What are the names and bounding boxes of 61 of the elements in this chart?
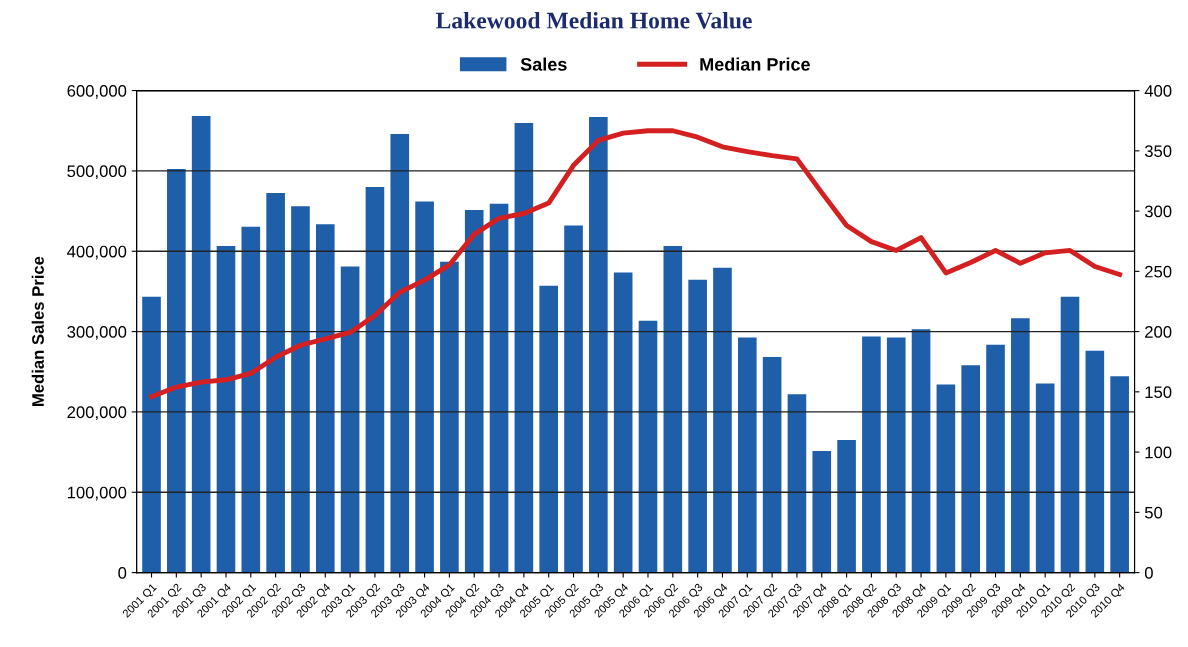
bar [1110, 376, 1129, 573]
bar [514, 123, 534, 573]
bar [142, 296, 161, 573]
bar [539, 285, 559, 573]
bar [365, 186, 385, 573]
bar [737, 337, 757, 573]
bar [936, 384, 956, 573]
bar [986, 344, 1005, 573]
y2-tick-label: 100 [1145, 446, 1172, 459]
bar [787, 394, 807, 573]
bar [1060, 296, 1080, 573]
bar [464, 209, 484, 573]
bar [762, 356, 782, 573]
y-tick-label: 100,000 [67, 486, 127, 501]
bar [167, 168, 186, 573]
bar [440, 261, 459, 573]
bar [589, 117, 608, 573]
bar [812, 450, 832, 573]
bar [688, 279, 707, 573]
bar [216, 246, 236, 573]
y-tick-label: 400,000 [67, 245, 127, 260]
bar [613, 272, 633, 573]
bar [340, 266, 360, 573]
y-tick-label: 300,000 [67, 325, 127, 340]
y2-tick-label: 200 [1145, 325, 1172, 338]
legend-label: Median Price [700, 57, 810, 71]
y2-tick-label: 400 [1144, 84, 1172, 97]
bar [489, 203, 509, 573]
y-tick-label: 200,000 [67, 406, 127, 421]
y2-tick-label: 0 [1144, 567, 1153, 579]
bar [564, 225, 583, 573]
y2-tick-label: 150 [1145, 386, 1172, 399]
chart-title: Lakewood Median Home Value [435, 11, 752, 29]
y2-tick-label: 50 [1144, 506, 1163, 519]
bar [291, 206, 310, 573]
bar [1035, 383, 1055, 573]
bar [390, 133, 410, 573]
bar [241, 226, 261, 573]
bar [713, 267, 732, 573]
bar [961, 365, 981, 573]
bar [315, 224, 335, 573]
y2-tick-label: 350 [1144, 145, 1172, 158]
bar [638, 320, 658, 573]
y-tick-label: 500,000 [67, 165, 127, 180]
bar [862, 336, 881, 573]
y-axis-title: Median Sales Price [31, 256, 44, 406]
bar [191, 115, 211, 573]
bar [266, 193, 285, 573]
bar [911, 329, 931, 573]
bar [1085, 350, 1105, 573]
bar [837, 440, 856, 573]
y-tick-label: 0 [118, 567, 127, 579]
y2-tick-label: 250 [1145, 265, 1172, 278]
line-series [149, 128, 1123, 400]
y-tick-label: 600,000 [67, 84, 127, 99]
y2-tick-label: 300 [1144, 205, 1172, 218]
bar [663, 246, 683, 573]
bar [415, 201, 434, 573]
legend-label: Sales [520, 57, 567, 71]
bar [1011, 318, 1030, 573]
bar [886, 337, 906, 573]
